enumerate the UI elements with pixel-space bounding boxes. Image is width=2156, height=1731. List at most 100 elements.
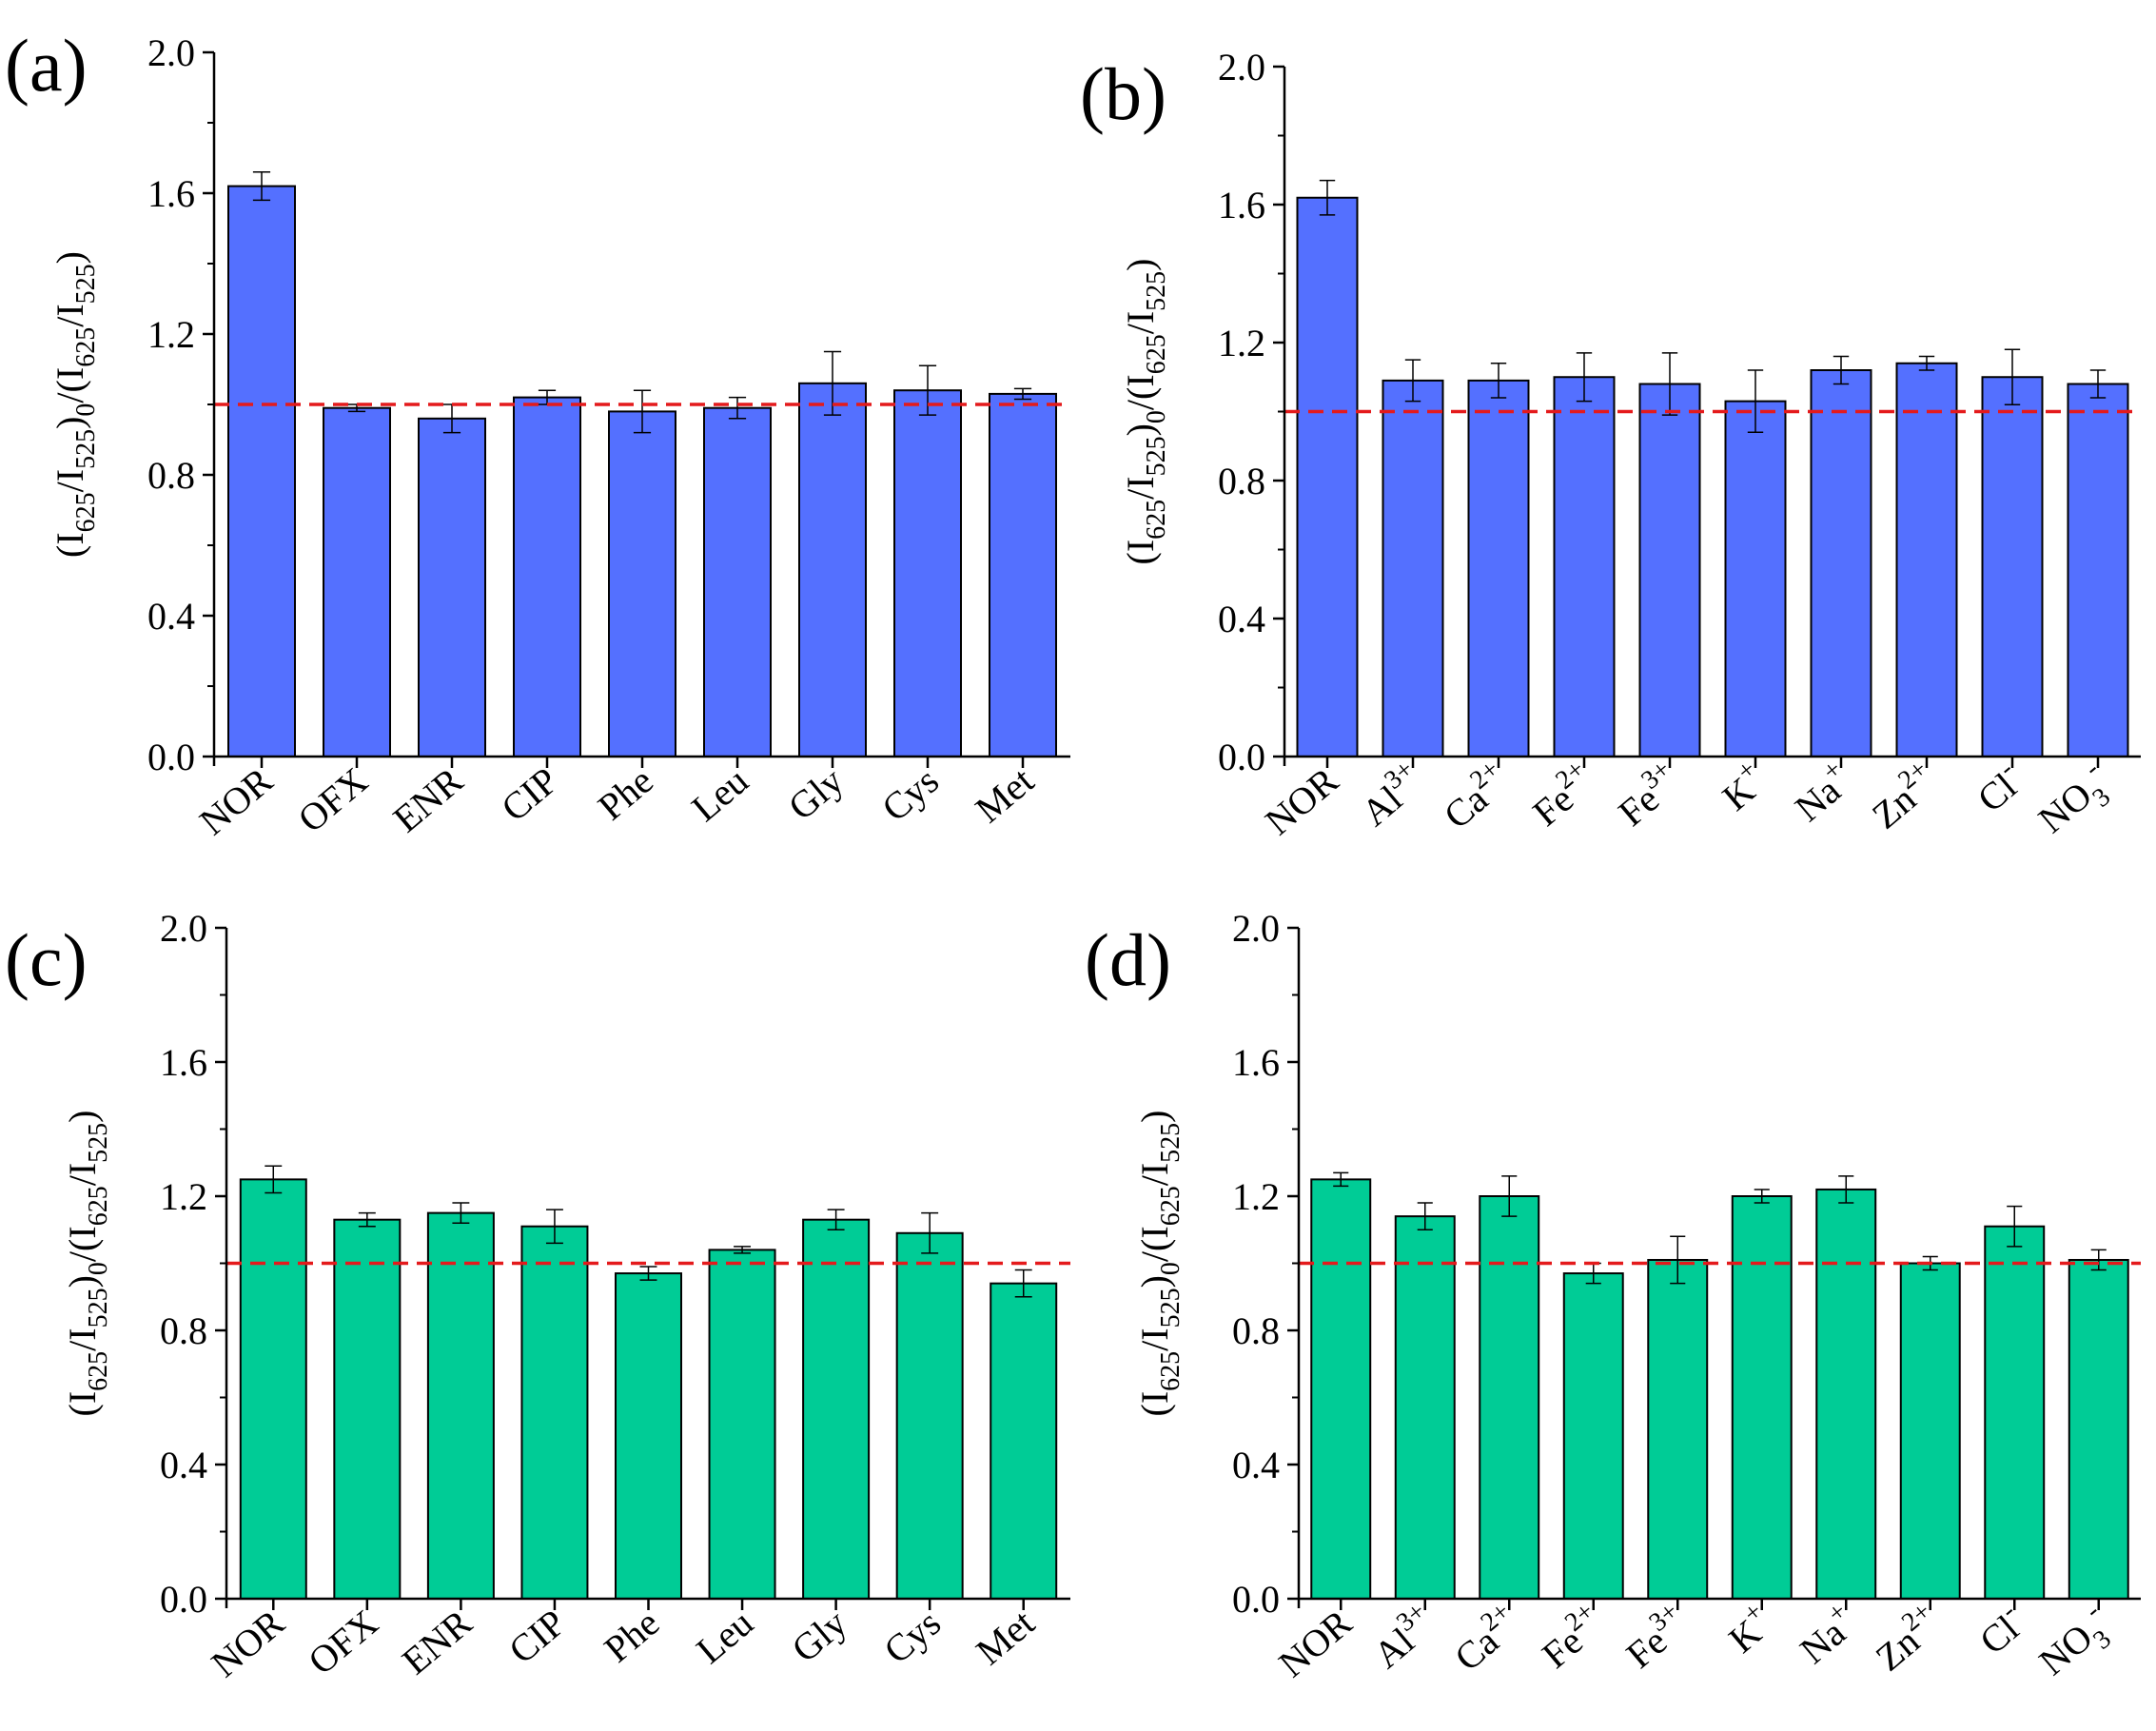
y-tick-label: 1.2 <box>160 1175 207 1218</box>
y-label-part: ) <box>61 1111 104 1123</box>
category-label: Cl- <box>1966 755 2031 820</box>
y-label-subscript: 625 <box>84 1351 113 1391</box>
y-label-subscript: 0 <box>84 1262 113 1275</box>
category-base: NOR <box>1257 758 1346 843</box>
y-label-part: /I <box>49 469 91 492</box>
bar <box>1647 1258 1709 1600</box>
category-label: Cl- <box>1968 1597 2033 1662</box>
y-tick-label: 1.2 <box>1218 322 1265 364</box>
bar <box>1638 383 1701 757</box>
y-label-subscript: 625 <box>1156 1186 1186 1226</box>
category-sup: - <box>2079 755 2105 783</box>
bar <box>990 1282 1058 1601</box>
bar <box>1382 379 1444 757</box>
bar <box>426 1211 495 1600</box>
y-label-part: /(I <box>49 367 91 403</box>
bar <box>895 1231 964 1601</box>
panel-letter: (b) <box>1080 52 1166 135</box>
category-label: Met <box>967 758 1041 831</box>
bar <box>1810 369 1872 757</box>
y-tick-label: 2.0 <box>160 907 207 950</box>
bar <box>1815 1188 1877 1600</box>
bar <box>323 406 391 757</box>
y-label-subscript: 525 <box>1142 271 1171 311</box>
y-label-subscript: 625 <box>84 1186 113 1226</box>
category-label: Ca2+ <box>1442 1597 1528 1680</box>
y-label-subscript: 0 <box>71 403 101 417</box>
y-label-subscript: 0 <box>1156 1262 1186 1275</box>
category-label: NO3- <box>2027 755 2123 849</box>
y-tick-label: 1.6 <box>160 1041 207 1084</box>
bar <box>989 392 1057 757</box>
category-label: Fe2+ <box>1521 755 1603 835</box>
category-label: OFX <box>300 1601 385 1682</box>
category-base: NO <box>2030 773 2100 841</box>
y-tick-label: 0.8 <box>147 454 195 497</box>
y-label-part: /(I <box>61 1226 104 1262</box>
y-label-subscript: 625 <box>1156 1351 1186 1391</box>
category-base: NOR <box>191 758 281 843</box>
bar <box>703 406 772 757</box>
bar <box>1310 1178 1372 1600</box>
category-label: OFX <box>290 758 376 840</box>
y-tick-label: 0.0 <box>1232 1578 1280 1621</box>
category-base: CIP <box>493 758 566 829</box>
category-label: Fe3+ <box>1607 755 1689 835</box>
y-axis-label: (I625/I525)0/(I625/I525) <box>1133 1111 1186 1417</box>
y-axis-label: (I625/I525)0/(I625/I525) <box>61 1111 113 1417</box>
category-label: Met <box>968 1601 1042 1673</box>
y-label-part: /(I <box>1133 1226 1176 1262</box>
category-label: Cys <box>873 758 947 829</box>
bar <box>520 1225 589 1600</box>
y-label-subscript: 625 <box>1142 500 1171 540</box>
category-label: ENR <box>385 758 471 840</box>
y-tick-label: 2.0 <box>1218 46 1265 89</box>
category-label: ENR <box>394 1601 480 1682</box>
bar <box>1984 1225 2046 1600</box>
panel-letter: (c) <box>5 918 88 1001</box>
category-label: Al3+ <box>1362 1597 1443 1677</box>
y-label-part: (I <box>1119 540 1162 565</box>
bar <box>615 1272 682 1600</box>
y-tick-label: 0.4 <box>160 1444 207 1486</box>
y-tick-label: 0.8 <box>1218 460 1265 502</box>
category-base: CIP <box>500 1601 574 1671</box>
category-base: Cys <box>873 758 947 829</box>
y-label-part: /I <box>1133 1328 1176 1350</box>
bar <box>1296 196 1359 757</box>
panel-d: (d) 0.0 0.4 0.8 1.2 1.6 2.0 NOR Al3+Ca2+Fe2+Fe3+… <box>1085 907 2141 1691</box>
category-base: Gly <box>784 1601 855 1670</box>
y-label-part: ) <box>1133 1275 1176 1288</box>
category-base: OFX <box>300 1601 385 1682</box>
y-tick-label: 1.2 <box>147 313 195 356</box>
bar <box>708 1249 776 1601</box>
category-label: K+ <box>1717 1597 1781 1662</box>
y-label-part: ) <box>49 251 91 264</box>
y-label-part: (I <box>1133 1391 1176 1417</box>
category-base: Cl <box>1971 1606 2027 1662</box>
bar <box>418 417 486 757</box>
panel-letter: (d) <box>1085 918 1171 1001</box>
bar <box>1479 1195 1540 1600</box>
y-label-part: ) <box>1133 1111 1176 1123</box>
bar <box>1467 379 1530 757</box>
category-base: NOR <box>203 1601 292 1685</box>
category-base: Leu <box>688 1601 761 1671</box>
y-tick-label: 1.6 <box>147 172 195 215</box>
bar <box>893 389 962 757</box>
category-base: NOR <box>1270 1601 1360 1685</box>
y-label-part: ) <box>61 1275 104 1288</box>
category-label: NOR <box>1257 758 1346 843</box>
category-label: Fe2+ <box>1530 1597 1612 1677</box>
y-label-part: /I <box>61 1163 104 1186</box>
category-label: Gly <box>780 758 852 828</box>
category-label: Al3+ <box>1350 755 1432 835</box>
y-label-part: (I <box>49 532 91 558</box>
y-label-subscript: 525 <box>84 1288 113 1328</box>
y-tick-label: 0.8 <box>1232 1309 1280 1352</box>
category-label: NO3- <box>2028 1597 2124 1691</box>
category-label: Leu <box>683 758 756 829</box>
category-base: Phe <box>590 758 661 828</box>
category-base: Leu <box>683 758 756 829</box>
y-tick-label: 0.0 <box>147 736 195 778</box>
